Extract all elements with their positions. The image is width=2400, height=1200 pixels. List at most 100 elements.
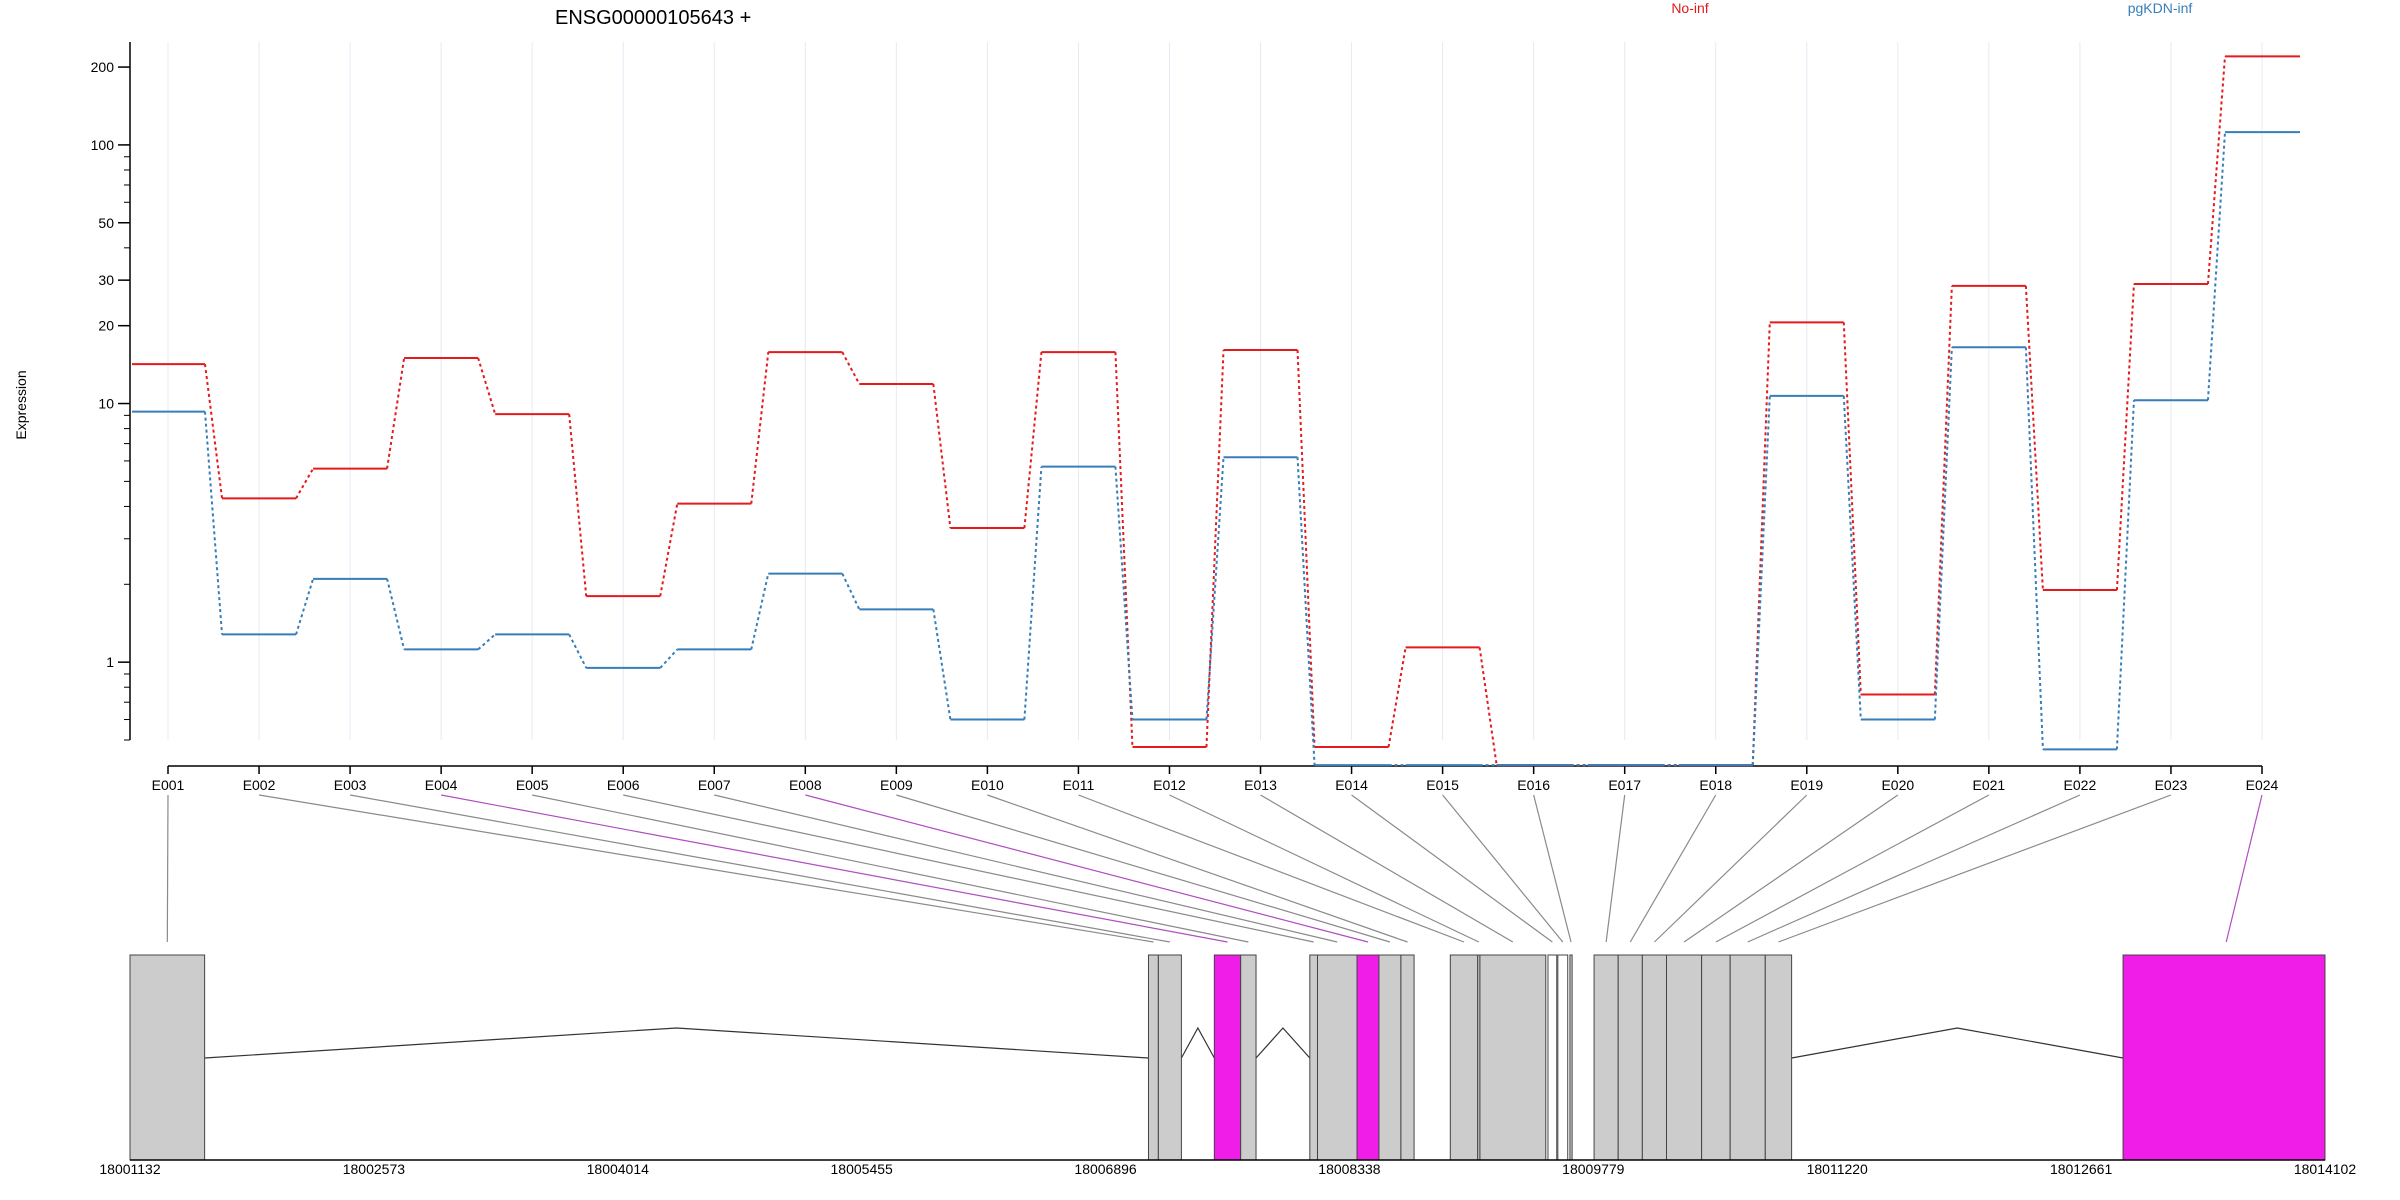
series-transition-pgkdn-inf — [2024, 347, 2044, 750]
chart-title: ENSG00000105643 + — [555, 7, 751, 29]
genomic-tick-label: 18004014 — [587, 1161, 650, 1177]
x-tick-label-e020: E020 — [1881, 777, 1914, 793]
exon-box-e015 — [1557, 954, 1569, 1161]
connector-e013 — [1260, 794, 1514, 943]
series-transition-pgkdn-inf — [659, 648, 678, 669]
connector-e023 — [1778, 794, 2172, 943]
connector-e008 — [805, 794, 1369, 943]
exon-box-e002 — [1147, 954, 1159, 1161]
connector-e016 — [1533, 794, 1572, 943]
x-tick-label-e022: E022 — [2064, 777, 2097, 793]
intron-line — [1180, 1026, 1215, 1059]
connector-e019 — [1654, 794, 1808, 943]
series-transition-pgkdn-inf — [204, 411, 224, 635]
genomic-tick-label: 18008338 — [1318, 1161, 1381, 1177]
exon-box-e024 — [2122, 954, 2326, 1161]
series-transition-pgkdn-inf — [568, 633, 588, 669]
connector-e011 — [1078, 794, 1465, 943]
connector-e004 — [441, 794, 1228, 943]
connector-e010 — [987, 794, 1408, 943]
series-pgkdn-inf — [132, 131, 2300, 767]
series-transition-no-inf — [1387, 647, 1407, 748]
series-transition-pgkdn-inf — [2206, 132, 2226, 401]
series-transition-pgkdn-inf — [1114, 466, 1134, 720]
x-tick-label-e015: E015 — [1426, 777, 1459, 793]
connector-e007 — [714, 794, 1338, 943]
series-lines — [132, 55, 2300, 767]
series-transition-no-inf — [1933, 285, 1953, 695]
connector-e006 — [623, 794, 1314, 943]
exon-box-e004 — [1213, 954, 1242, 1161]
y-tick-label: 200 — [91, 59, 115, 75]
connector-e018 — [1629, 794, 1717, 943]
x-tick-label-e012: E012 — [1153, 777, 1186, 793]
series-transition-pgkdn-inf — [295, 578, 315, 635]
legend-entry-no-inf: No-inf — [1671, 0, 1708, 16]
x-tick-label-e013: E013 — [1244, 777, 1277, 793]
series-transition-pgkdn-inf — [1023, 466, 1043, 720]
x-tick-label-e002: E002 — [243, 777, 276, 793]
y-tick-label: 10 — [98, 396, 114, 412]
x-tick-label-e024: E024 — [2246, 777, 2279, 793]
exon-box-e020 — [1666, 954, 1703, 1161]
y-tick-label: 30 — [98, 272, 114, 288]
intron-line — [204, 1027, 1149, 1059]
genomic-tick-label: 18006896 — [1074, 1161, 1137, 1177]
connector-e022 — [1747, 794, 2081, 943]
x-tick-label-e018: E018 — [1699, 777, 1732, 793]
exon-box-e018 — [1617, 954, 1643, 1161]
exon-box-e011 — [1449, 954, 1479, 1161]
x-tick-label-e005: E005 — [516, 777, 549, 793]
series-transition-pgkdn-inf — [932, 609, 952, 720]
exon-box-e019 — [1641, 954, 1667, 1161]
y-tick-label: 100 — [91, 137, 115, 153]
x-tick-label-e007: E007 — [698, 777, 731, 793]
genomic-tick-label: 18002573 — [343, 1161, 406, 1177]
x-tick-label-e016: E016 — [1517, 777, 1550, 793]
connector-e020 — [1683, 794, 1899, 943]
connector-e014 — [1351, 794, 1553, 943]
genomic-tick-label: 18012661 — [2050, 1161, 2113, 1177]
exon-box-e009 — [1378, 954, 1402, 1161]
exon-box-e017 — [1593, 954, 1619, 1161]
exon-box-e005 — [1240, 954, 1257, 1161]
series-transition-pgkdn-inf — [1205, 457, 1225, 720]
y-tick-label: 50 — [98, 215, 114, 231]
exon-box-e021 — [1701, 954, 1731, 1161]
x-axis: E001 E002 E003 E004 E005 E006 E007 E008 E009 E010… — [152, 765, 2279, 793]
series-transition-no-inf — [477, 357, 497, 415]
series-transition-no-inf — [295, 468, 314, 499]
y-tick-label: 1 — [106, 654, 114, 670]
exon-box-e023 — [1764, 954, 1793, 1161]
x-tick-label-e014: E014 — [1335, 777, 1368, 793]
series-no-inf — [132, 55, 2300, 767]
exon-box-e008 — [1356, 954, 1380, 1161]
series-transition-pgkdn-inf — [841, 573, 861, 610]
series-transition-pgkdn-inf — [1842, 395, 1862, 720]
intron-line — [1791, 1027, 2124, 1059]
x-tick-label-e019: E019 — [1790, 777, 1823, 793]
series-transition-pgkdn-inf — [750, 573, 770, 650]
exon-box-e006 — [1309, 954, 1318, 1161]
series-transition-pgkdn-inf — [1751, 395, 1771, 766]
connector-e021 — [1715, 794, 1990, 943]
series-transition-no-inf — [1478, 647, 1498, 766]
x-tick-label-e021: E021 — [1973, 777, 2006, 793]
exon-box-e013 — [1479, 954, 1547, 1161]
exon-box-e001 — [129, 954, 206, 1161]
genomic-tick-label: 18011220 — [1807, 1161, 1868, 1177]
gene-model: 18001132 18002573 18004014 18005455 18006896… — [99, 954, 2356, 1177]
exon-connector-lines — [166, 794, 2263, 943]
y-axis: 1 10 20 30 50 100 200 — [91, 42, 131, 741]
exon-box-e003 — [1157, 954, 1182, 1161]
connector-e005 — [532, 794, 1249, 943]
x-tick-label-e008: E008 — [789, 777, 822, 793]
series-transition-no-inf — [204, 364, 224, 499]
series-transition-no-inf — [841, 351, 861, 385]
connector-e012 — [1169, 794, 1480, 943]
series-transition-no-inf — [1842, 322, 1862, 695]
x-tick-label-e001: E001 — [152, 777, 185, 793]
series-transition-no-inf — [1114, 352, 1134, 747]
connector-e015 — [1442, 794, 1564, 943]
